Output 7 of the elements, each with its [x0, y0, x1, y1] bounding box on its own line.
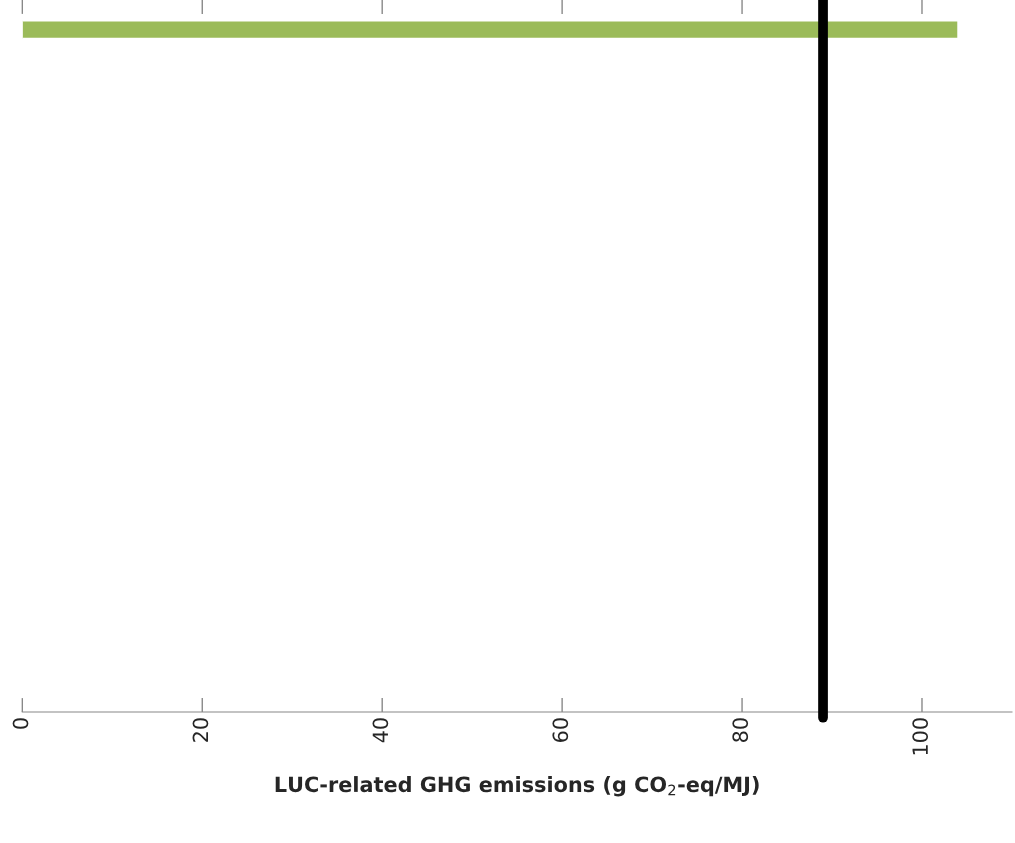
x-tick-label: 60 — [552, 718, 569, 742]
x-tick-label: 20 — [192, 718, 209, 742]
x-tick-label: 0 — [12, 718, 29, 729]
x-tick-label: 40 — [372, 718, 389, 743]
x-tick-label: 80 — [732, 718, 749, 742]
x-tick-label: 100 — [912, 718, 929, 755]
x-axis-title: LUC-related GHG emissions (g CO$_{2}$-eq/MJ) — [275, 776, 759, 797]
